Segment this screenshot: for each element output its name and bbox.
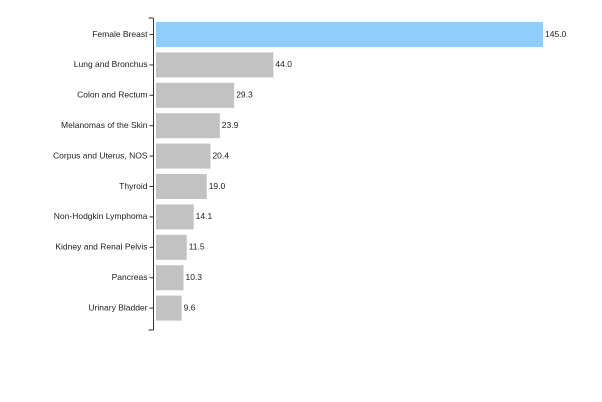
bar bbox=[156, 295, 182, 321]
data-label: 20.4 bbox=[212, 150, 229, 160]
category-label: Non-Hodgkin Lymphoma bbox=[54, 211, 148, 221]
category-label: Urinary Bladder bbox=[88, 302, 147, 312]
bar bbox=[156, 82, 235, 108]
bars-group bbox=[156, 22, 543, 321]
category-label: Thyroid bbox=[119, 181, 148, 191]
bar bbox=[156, 52, 274, 78]
data-label: 11.5 bbox=[189, 242, 205, 252]
category-label: Colon and Rectum bbox=[77, 90, 147, 100]
category-label: Corpus and Uterus, NOS bbox=[53, 150, 148, 160]
bar bbox=[156, 265, 184, 291]
category-label: Kidney and Renal Pelvis bbox=[55, 242, 147, 252]
data-label: 14.1 bbox=[196, 211, 213, 221]
bar bbox=[156, 234, 187, 260]
y-axis bbox=[148, 17, 154, 331]
category-label: Female Breast bbox=[92, 29, 148, 39]
category-labels: Female Breast Lung and Bronchus Colon and … bbox=[53, 29, 148, 313]
data-label: 44.0 bbox=[275, 59, 292, 69]
value-labels: 145.0 44.0 29.3 23.9 20.4 19.0 14.1 11.5 10.3 9.6 bbox=[184, 29, 567, 313]
data-label: 23.9 bbox=[222, 120, 239, 130]
data-label: 9.6 bbox=[184, 302, 196, 312]
bar bbox=[156, 204, 194, 230]
data-label: 29.3 bbox=[236, 90, 253, 100]
data-label: 10.3 bbox=[185, 272, 202, 282]
category-label: Lung and Bronchus bbox=[74, 59, 148, 69]
data-label: 145.0 bbox=[545, 29, 567, 39]
data-label: 19.0 bbox=[209, 181, 226, 191]
bar bbox=[156, 113, 220, 139]
bar bbox=[156, 22, 543, 47]
category-label: Pancreas bbox=[112, 272, 148, 282]
bar bbox=[156, 174, 207, 199]
category-label: Melanomas of the Skin bbox=[61, 120, 148, 130]
bar bbox=[156, 143, 211, 169]
